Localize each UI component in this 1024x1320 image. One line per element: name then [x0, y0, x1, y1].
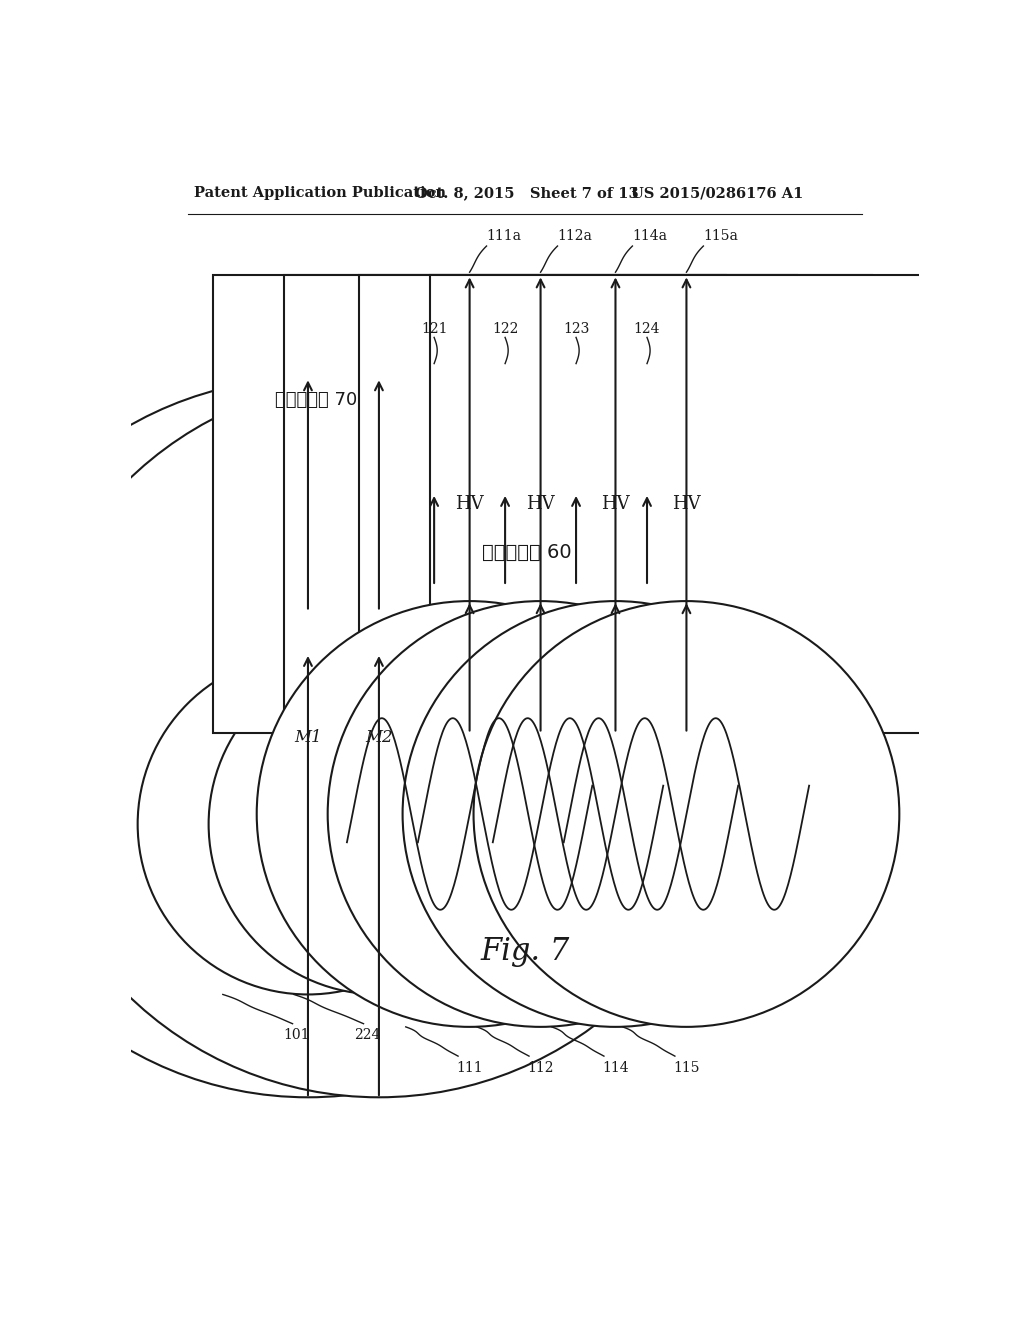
Text: 111: 111 [457, 1061, 483, 1074]
Text: M1: M1 [294, 729, 322, 746]
Text: HV: HV [672, 495, 700, 513]
Text: Patent Application Publication: Patent Application Publication [195, 186, 446, 201]
Text: 114a: 114a [633, 228, 668, 243]
Text: 115a: 115a [703, 228, 738, 243]
Text: 123: 123 [563, 322, 589, 335]
Bar [285, 276, 797, 733]
Text: M2: M2 [366, 729, 393, 746]
Text: 114: 114 [602, 1061, 629, 1074]
Text: 121: 121 [421, 322, 447, 335]
Ellipse shape [137, 653, 478, 994]
Bar [430, 276, 943, 733]
Ellipse shape [473, 601, 899, 1027]
Text: 111a: 111a [486, 228, 521, 243]
Ellipse shape [0, 379, 668, 1097]
Text: 112a: 112a [557, 228, 593, 243]
Bar [213, 276, 726, 733]
Bar [466, 366, 686, 586]
Text: 112: 112 [527, 1061, 554, 1074]
Bar [394, 366, 615, 586]
Text: US 2015/0286176 A1: US 2015/0286176 A1 [631, 186, 804, 201]
Text: 124: 124 [634, 322, 660, 335]
Bar [233, 494, 820, 611]
Ellipse shape [402, 601, 828, 1027]
Ellipse shape [209, 653, 549, 994]
Text: Oct. 8, 2015   Sheet 7 of 13: Oct. 8, 2015 Sheet 7 of 13 [416, 186, 639, 201]
Text: Fig. 7: Fig. 7 [480, 936, 569, 966]
Bar [537, 366, 758, 586]
Ellipse shape [257, 601, 683, 1027]
Text: HV: HV [526, 495, 555, 513]
Text: 224: 224 [354, 1028, 381, 1043]
Text: 115: 115 [673, 1061, 699, 1074]
Text: ホスト装置 70: ホスト装置 70 [274, 391, 357, 409]
Ellipse shape [19, 379, 738, 1097]
Bar [324, 366, 545, 586]
Text: HV: HV [601, 495, 630, 513]
Text: 122: 122 [492, 322, 518, 335]
Bar [359, 276, 871, 733]
Text: 制御回路部 60: 制御回路部 60 [482, 543, 571, 562]
Bar [233, 367, 398, 433]
Text: HV: HV [456, 495, 484, 513]
Ellipse shape [328, 601, 754, 1027]
Text: 101: 101 [284, 1028, 309, 1043]
